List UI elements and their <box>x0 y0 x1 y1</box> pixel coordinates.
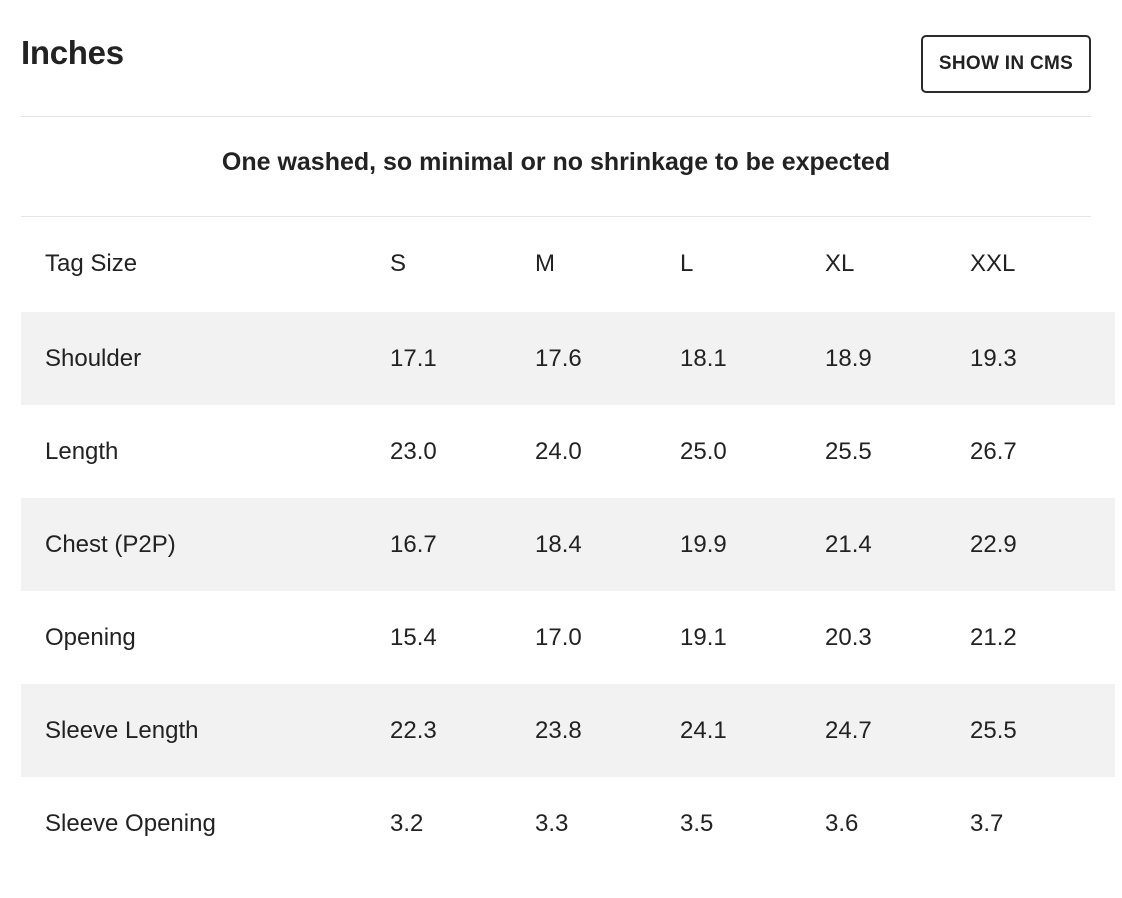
table-header-row: Tag Size S M L XL XXL <box>21 217 1115 312</box>
table-cell: 3.2 <box>390 809 424 837</box>
table-row: Sleeve Opening 3.2 3.3 3.5 3.6 3.7 <box>21 777 1115 870</box>
table-cell: 15.4 <box>390 623 437 651</box>
row-label-length: Length <box>45 437 119 465</box>
size-header-l: L <box>680 249 694 277</box>
table-cell: 24.0 <box>535 437 582 465</box>
show-in-cms-button[interactable]: SHOW IN CMS <box>921 35 1091 93</box>
table-cell: 25.5 <box>970 716 1017 744</box>
table-cell: 19.9 <box>680 530 727 558</box>
size-header-m: M <box>535 249 555 277</box>
tag-size-header: Tag Size <box>45 249 138 277</box>
shrinkage-note: One washed, so minimal or no shrinkage t… <box>21 117 1091 217</box>
table-row: Shoulder 17.1 17.6 18.1 18.9 19.3 <box>21 312 1115 405</box>
row-label-chest: Chest (P2P) <box>45 530 176 558</box>
table-cell: 22.9 <box>970 530 1017 558</box>
table-cell: 17.1 <box>390 344 437 372</box>
table-cell: 21.4 <box>825 530 872 558</box>
table-cell: 24.1 <box>680 716 727 744</box>
table-row: Length 23.0 24.0 25.0 25.5 26.7 <box>21 405 1115 498</box>
size-chart-header: Inches SHOW IN CMS <box>21 0 1091 117</box>
size-header-s: S <box>390 249 407 277</box>
size-chart-panel: Inches SHOW IN CMS One washed, so minima… <box>21 0 1115 870</box>
table-cell: 3.7 <box>970 809 1004 837</box>
table-cell: 22.3 <box>390 716 437 744</box>
row-label-opening: Opening <box>45 623 136 651</box>
size-header-xxl: XXL <box>970 249 1016 277</box>
table-cell: 19.3 <box>970 344 1017 372</box>
table-cell: 18.1 <box>680 344 727 372</box>
table-cell: 18.9 <box>825 344 872 372</box>
size-header-xl: XL <box>825 249 855 277</box>
table-cell: 17.0 <box>535 623 582 651</box>
table-cell: 25.0 <box>680 437 727 465</box>
table-cell: 23.8 <box>535 716 582 744</box>
table-cell: 23.0 <box>390 437 437 465</box>
table-cell: 19.1 <box>680 623 727 651</box>
table-cell: 20.3 <box>825 623 872 651</box>
table-row: Chest (P2P) 16.7 18.4 19.9 21.4 22.9 <box>21 498 1115 591</box>
row-label-sleeve-length: Sleeve Length <box>45 716 199 744</box>
table-row: Sleeve Length 22.3 23.8 24.1 24.7 25.5 <box>21 684 1115 777</box>
table-cell: 3.6 <box>825 809 859 837</box>
size-table: Tag Size S M L XL XXL Shoulder 17.1 17.6… <box>21 217 1115 870</box>
table-cell: 24.7 <box>825 716 872 744</box>
table-cell: 16.7 <box>390 530 437 558</box>
row-label-shoulder: Shoulder <box>45 344 142 372</box>
table-cell: 18.4 <box>535 530 582 558</box>
table-cell: 17.6 <box>535 344 582 372</box>
table-cell: 3.3 <box>535 809 569 837</box>
table-row: Opening 15.4 17.0 19.1 20.3 21.2 <box>21 591 1115 684</box>
table-cell: 21.2 <box>970 623 1017 651</box>
row-label-sleeve-opening: Sleeve Opening <box>45 809 216 837</box>
unit-title: Inches <box>21 34 124 71</box>
table-cell: 25.5 <box>825 437 872 465</box>
table-cell: 3.5 <box>680 809 714 837</box>
table-cell: 26.7 <box>970 437 1017 465</box>
